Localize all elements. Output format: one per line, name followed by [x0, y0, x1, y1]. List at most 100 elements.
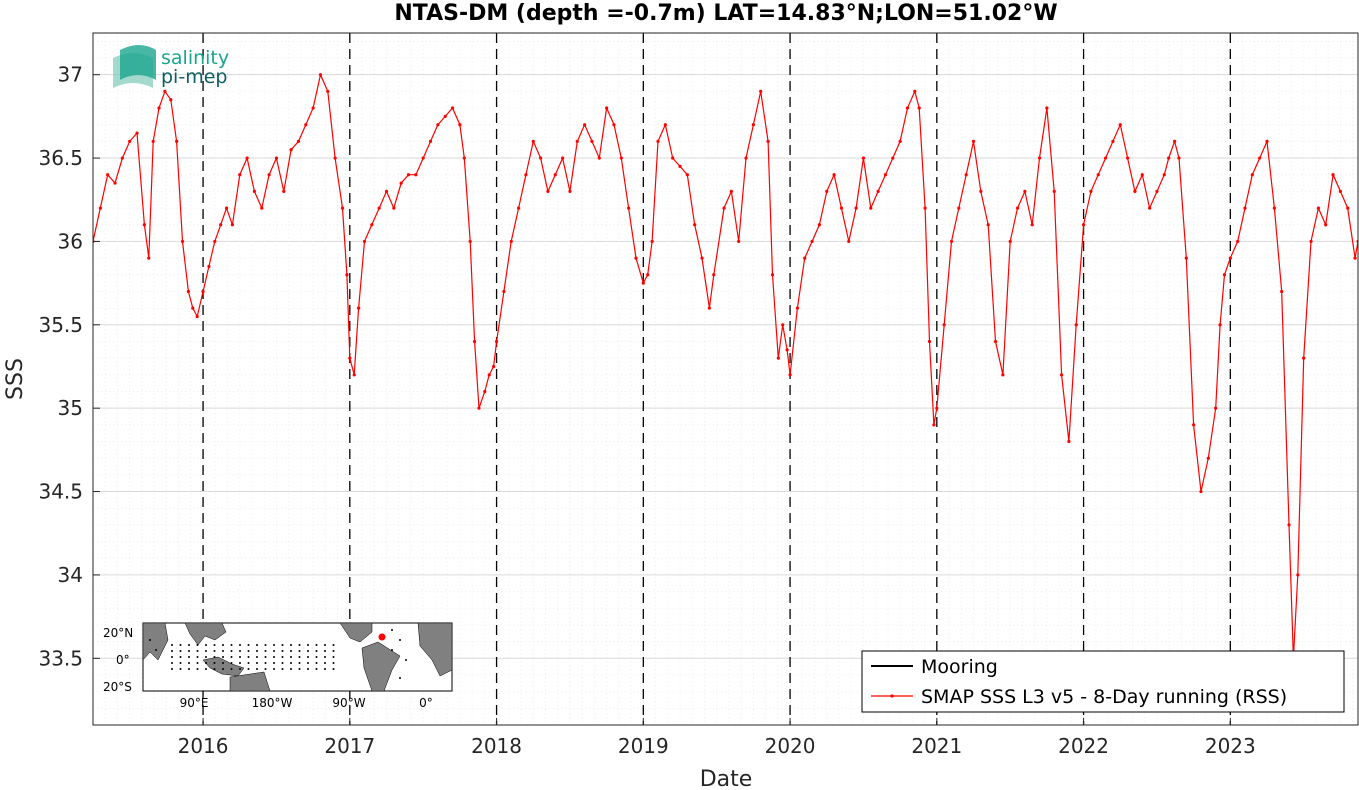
mooring-dot — [315, 650, 318, 652]
x-tick-label: 2022 — [1058, 734, 1109, 758]
data-point — [905, 106, 910, 110]
mooring-dot — [324, 656, 326, 658]
data-point — [847, 239, 851, 244]
data-point — [656, 139, 660, 143]
map-label-0-lon: 0° — [419, 696, 433, 710]
data-point — [289, 148, 293, 152]
data-point — [406, 173, 411, 177]
data-point — [326, 89, 330, 93]
data-point — [646, 273, 650, 277]
chart-title: NTAS-DM (depth =-0.7m) LAT=14.83°N;LON=5… — [394, 1, 1057, 26]
mooring-dot — [273, 662, 275, 664]
map-landmass-africa-east — [417, 622, 453, 677]
data-point — [627, 206, 631, 210]
data-point — [274, 156, 279, 160]
legend-marker-smap — [890, 694, 894, 698]
mooring-dot — [256, 644, 258, 646]
data-point — [546, 189, 550, 194]
mooring-dot — [298, 644, 301, 646]
data-point — [1296, 573, 1300, 577]
mooring-dot — [222, 668, 224, 670]
mooring-dot — [324, 650, 326, 652]
data-point — [106, 173, 110, 177]
data-point — [1133, 189, 1137, 194]
data-point — [213, 239, 217, 244]
mooring-dot — [332, 668, 335, 670]
mooring-dot — [273, 650, 275, 652]
mooring-dot — [264, 656, 267, 658]
logo-text-salinity: salinity — [161, 47, 229, 69]
data-point — [421, 156, 425, 160]
data-point — [487, 373, 491, 377]
mooring-dot — [399, 677, 401, 679]
mooring-dot — [315, 656, 318, 658]
mooring-dot — [247, 668, 250, 670]
data-point — [1324, 223, 1328, 227]
inset-map: 20°N 0° 20°S 90°E 180°W 90°W 0° — [103, 622, 453, 710]
data-point — [1338, 189, 1342, 194]
data-point — [135, 131, 139, 135]
data-point — [575, 139, 579, 143]
legend-label-smap: SMAP SSS L3 v5 - 8-Day running (RSS) — [921, 686, 1287, 708]
data-point — [1206, 456, 1210, 460]
mooring-dot — [264, 668, 267, 670]
data-point — [1346, 206, 1350, 210]
data-point — [1001, 373, 1005, 377]
mooring-dot — [391, 649, 393, 651]
mooring-dot — [256, 650, 258, 652]
data-point — [1316, 206, 1320, 210]
data-point — [191, 306, 195, 310]
data-point — [450, 106, 455, 110]
mooring-dot — [155, 649, 157, 651]
data-point — [737, 239, 741, 244]
legend-label-mooring: Mooring — [921, 656, 998, 678]
mooring-dot — [213, 668, 216, 670]
data-point — [832, 173, 836, 177]
mooring-dot — [256, 656, 258, 658]
data-point — [986, 223, 990, 227]
mooring-dot — [230, 668, 233, 670]
data-point — [436, 123, 440, 127]
data-point — [1111, 139, 1115, 143]
data-point — [98, 206, 102, 210]
data-point — [663, 123, 667, 127]
map-landmass-africa — [142, 622, 169, 661]
mooring-dot — [205, 644, 207, 646]
series-points — [93, 73, 1358, 660]
data-point — [1331, 173, 1335, 177]
data-point — [781, 323, 785, 327]
data-point — [1250, 173, 1254, 177]
data-point — [744, 156, 748, 160]
data-point — [399, 181, 403, 185]
x-axis-ticks: 2016 2017 2018 2019 2020 2021 2022 2023 — [178, 718, 1256, 758]
legend-box — [861, 650, 1345, 713]
mooring-dot — [256, 662, 258, 664]
mooring-dot — [188, 668, 190, 670]
data-point — [1030, 223, 1034, 227]
data-point — [1302, 356, 1306, 360]
data-point — [147, 256, 151, 260]
data-point — [612, 123, 616, 127]
data-point — [502, 289, 506, 294]
data-point — [1353, 256, 1357, 260]
data-point — [1172, 139, 1177, 143]
plot-area — [93, 33, 1358, 725]
y-tick-label: 35 — [58, 396, 83, 420]
grid — [92, 33, 1358, 726]
data-point — [1236, 239, 1240, 244]
mooring-dot — [188, 644, 190, 646]
data-point — [1272, 206, 1276, 210]
data-point — [443, 114, 447, 118]
data-point — [377, 206, 381, 210]
mooring-dot — [213, 662, 216, 664]
mooring-dot — [196, 650, 199, 652]
data-point — [352, 373, 356, 377]
data-point — [524, 173, 528, 177]
x-tick-label: 2019 — [618, 734, 669, 758]
mooring-dot — [273, 656, 275, 658]
data-point — [1265, 139, 1269, 143]
mooring-dot — [264, 644, 267, 646]
data-point — [462, 156, 466, 160]
mooring-dot — [171, 656, 173, 658]
mooring-dot — [399, 639, 401, 641]
